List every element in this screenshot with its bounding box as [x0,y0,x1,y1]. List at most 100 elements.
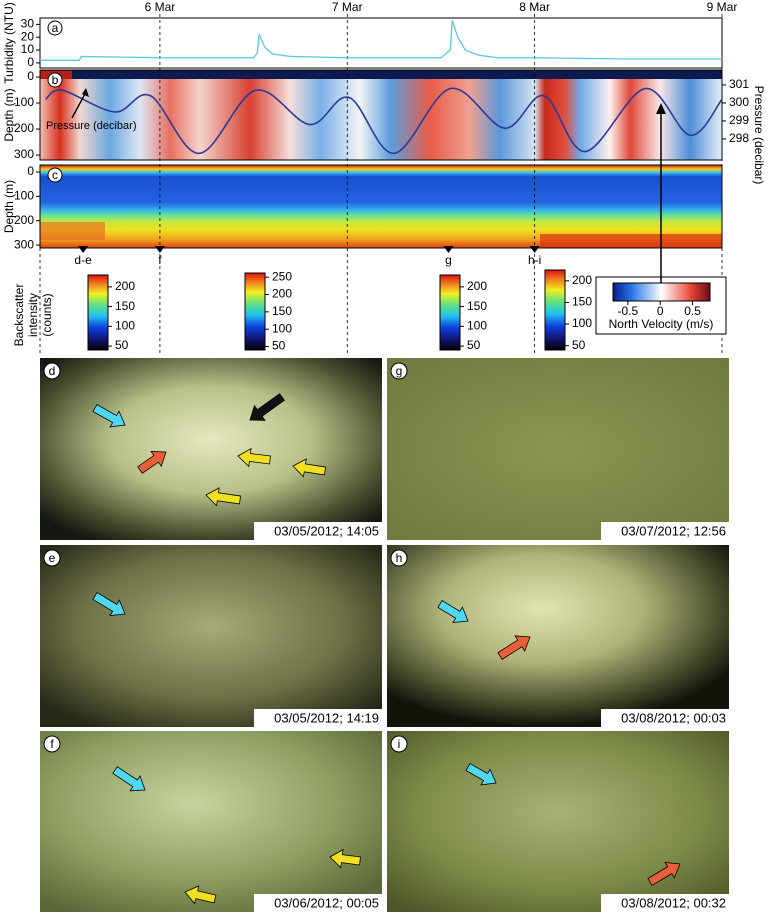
photo-arrow [92,403,126,428]
colorbar-tick-label: 100 [467,318,487,332]
photo [387,545,729,727]
y-tick-label: 10 [21,42,35,56]
y-axis-label: Depth (m) [2,88,16,141]
event-label: g [445,253,452,267]
colorbar-tick-label: 50 [572,338,586,352]
y-tick-label: 0 [27,55,34,69]
colorbar-label: North Velocity (m/s) [609,317,714,331]
timestamp-box [601,522,729,540]
panel-letter: b [52,73,59,87]
photo-timestamp: 03/07/2012; 12:56 [621,523,726,538]
event-marker [78,246,89,253]
photo-timestamp: 03/08/2012; 00:03 [621,710,726,725]
panel-letter: a [52,21,59,35]
velocity-colorbar [612,282,711,302]
colorbar-tick-label: -0.5 [618,304,639,318]
series-pointer [71,91,87,119]
y-tick-label: 100 [14,95,34,109]
y-tick-label: 300 [729,95,749,109]
y-tick-label: 30 [21,17,35,31]
colorbar [544,269,566,351]
date-label: 6 Mar [145,0,176,14]
photo-letter: d [49,364,56,378]
pressure-line [45,87,723,155]
y2-axis-label: Pressure (decibar) [752,86,766,185]
timestamp-box [254,522,382,540]
surface-strip [40,70,722,79]
y-tick-label: 0 [27,164,34,178]
colorbar-tick-label: 250 [272,269,292,283]
timestamp-box [254,709,382,727]
date-label: 8 Mar [519,0,550,14]
backscatter-patch [540,234,722,248]
y-axis-label: Depth (m) [2,180,16,233]
colorbar-tick-label: 150 [467,299,487,313]
colorbar-tick-label: 150 [115,299,135,313]
colorbar-label: Backscatter [12,284,26,347]
photo-arrow [647,861,681,886]
series-label: Pressure (decibar) [46,120,136,132]
photo-arrow [137,451,167,474]
colorbar-tick-label: 150 [572,295,592,309]
photo-letter: e [49,551,56,565]
event-marker [443,246,454,253]
series-pointer-head [82,88,89,97]
photo-letter-circle [390,549,408,567]
colorbar-tick-label: 200 [572,273,592,287]
timestamp-box [254,894,382,912]
event-label: d-e [74,253,92,267]
photo-arrow [329,848,361,869]
colorbar-label: intensity [26,293,40,337]
turbidity-line [40,20,722,61]
photo [387,731,729,912]
timestamp-box [601,894,729,912]
colorbar-tick-label: 100 [272,321,292,335]
photo-timestamp: 03/06/2012; 00:05 [274,895,379,910]
event-label: f [158,253,162,267]
panel-letter-circle [47,72,63,88]
photo-timestamp: 03/05/2012; 14:05 [274,523,379,538]
photo [40,358,382,540]
photo-arrow [92,592,126,617]
photo-arrow [249,393,285,421]
photo [40,731,382,912]
y-tick-label: 0 [27,69,34,83]
panel-letter-circle [47,167,63,183]
colorbar-tick-label: 0.5 [684,304,701,318]
y-tick-label: 200 [14,213,34,227]
photo-timestamp: 03/08/2012; 00:32 [621,895,726,910]
panel-letter-circle [47,20,63,36]
colorbar-tick-label: 200 [115,279,135,293]
colorbar-tick-label: 0 [657,304,664,318]
photo-arrow [437,600,469,623]
photo-letter: i [398,737,401,751]
photo-letter-circle [43,735,61,753]
colorbar-tick-label: 100 [115,318,135,332]
event-marker [529,246,540,253]
colorbar-tick-label: 50 [467,338,481,352]
y-tick-label: 299 [729,113,749,127]
y-tick-label: 298 [729,131,749,145]
panel-frame [39,69,723,161]
y-tick-label: 300 [14,237,34,251]
y-tick-label: 20 [21,29,35,43]
colorbar-tick-label: 50 [272,339,286,353]
y-tick-label: 300 [14,147,34,161]
photo-arrow [184,885,217,905]
panel-frame [39,17,723,69]
colorbar-tick-label: 200 [467,279,487,293]
photo-arrow [465,762,497,786]
date-label: 7 Mar [332,0,363,14]
colorbar-label: (counts) [40,293,54,336]
photo-timestamp: 03/05/2012; 14:19 [274,710,379,725]
date-label: 9 Mar [707,0,738,14]
photo-letter-circle [390,362,408,380]
photo-letter-circle [390,735,408,753]
colorbar-tick-label: 100 [572,316,592,330]
y-tick-label: 200 [14,121,34,135]
photo-letter: f [50,737,54,751]
photo-letter-circle [43,549,61,567]
colorbar [244,272,266,351]
photo-letter-circle [43,362,61,380]
